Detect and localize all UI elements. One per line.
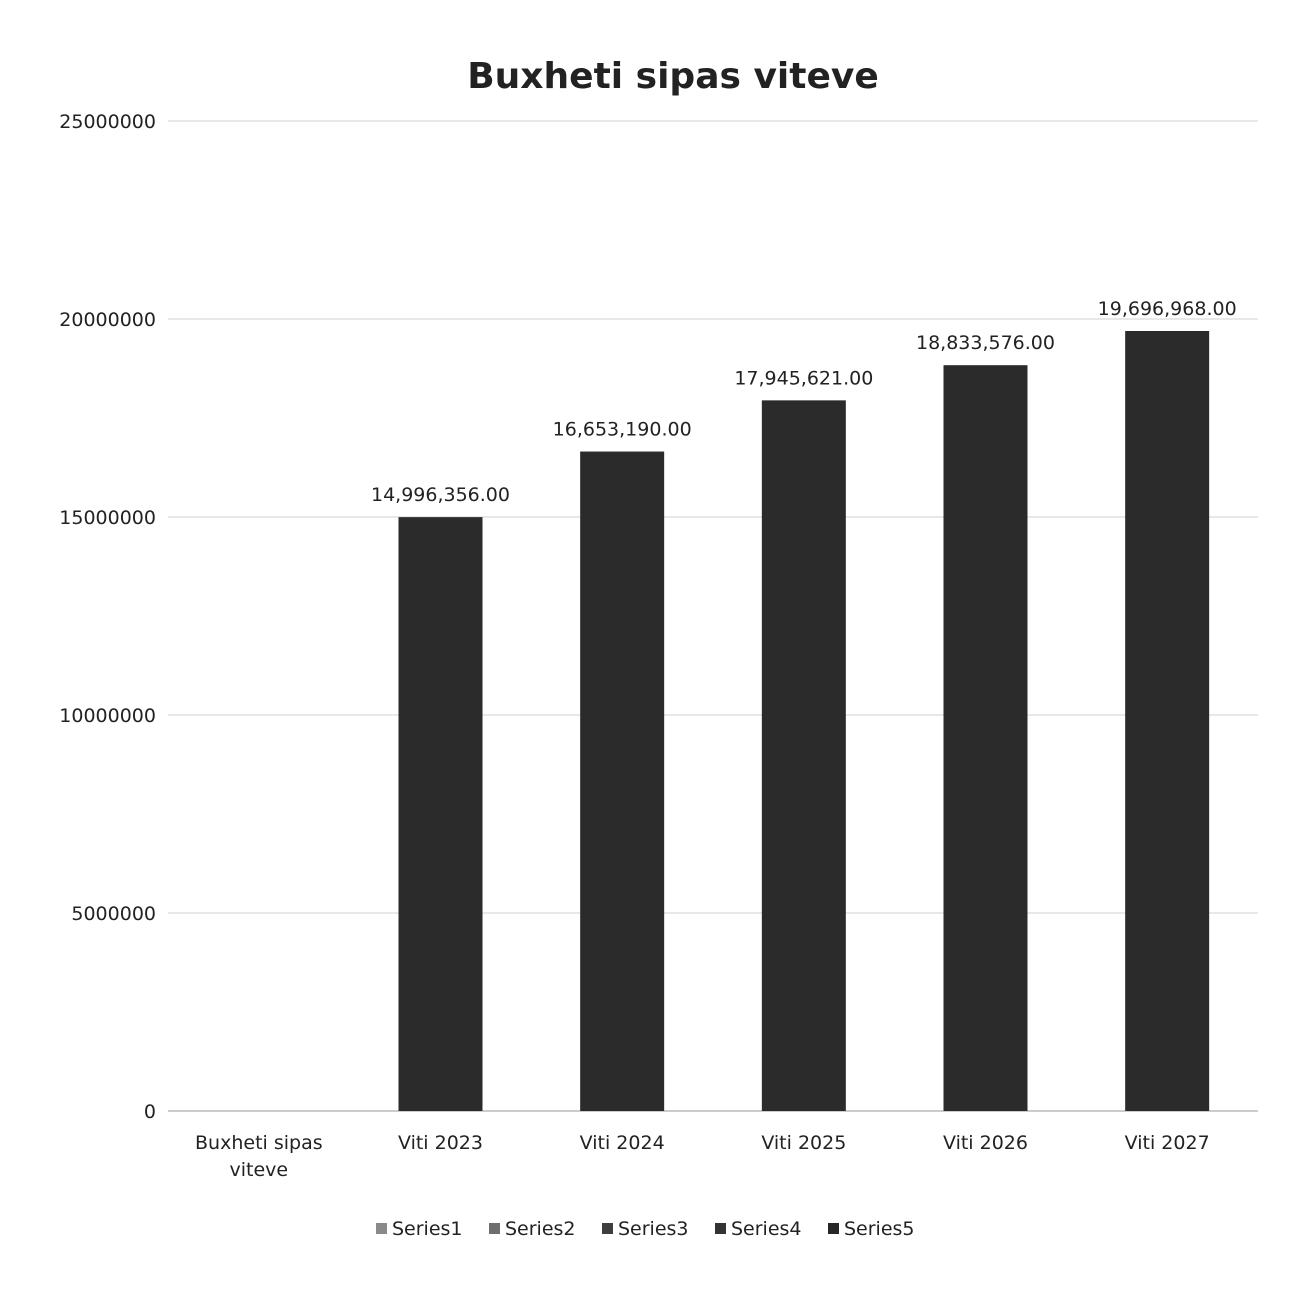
data-label: 16,653,190.00: [553, 419, 692, 441]
bar: [761, 400, 846, 1111]
y-tick-label: 10000000: [59, 705, 156, 727]
y-tick-label: 15000000: [59, 507, 156, 529]
bar: [943, 365, 1028, 1111]
legend-swatch: [715, 1223, 726, 1234]
data-label: 17,945,621.00: [734, 367, 873, 389]
legend-label: Series3: [618, 1218, 689, 1240]
legend-label: Series1: [392, 1218, 463, 1240]
data-label: 14,996,356.00: [371, 484, 510, 506]
chart-title: Buxheti sipas viteve: [467, 56, 879, 97]
legend-label: Series2: [505, 1218, 576, 1240]
category-label: Viti 2025: [761, 1132, 846, 1154]
category-label: Viti 2027: [1125, 1132, 1210, 1154]
category-label: Viti 2024: [580, 1132, 665, 1154]
bar-chart: Buxheti sipas viteve 0 5000000 10000000 150…: [59, 56, 1258, 1240]
y-tick-label: 20000000: [59, 309, 156, 331]
y-axis-ticks: 0 5000000 10000000 15000000 20000000 25000000: [59, 111, 156, 1123]
bar: [1125, 331, 1210, 1111]
category-label: Buxheti sipas viteve: [195, 1132, 323, 1181]
bar: [580, 451, 665, 1111]
chart-frame: Buxheti sipas viteve 0 5000000 10000000 150…: [8, 6, 1298, 1282]
legend-swatch: [376, 1223, 387, 1234]
category-label: Viti 2023: [398, 1132, 483, 1154]
bar: [398, 517, 483, 1111]
legend-label: Series5: [844, 1218, 915, 1240]
legend-label: Series4: [731, 1218, 802, 1240]
legend-swatch: [489, 1223, 500, 1234]
x-axis-categories: Buxheti sipas viteve Viti 2023 Viti 2024 Vit…: [195, 1132, 1210, 1181]
legend-swatch: [828, 1223, 839, 1234]
legend: Series1 Series2 Series3 Series4 Series5: [376, 1218, 915, 1240]
gridlines: [168, 120, 1258, 1112]
y-tick-label: 5000000: [71, 903, 156, 925]
bars: [398, 331, 1210, 1111]
category-label: Viti 2026: [943, 1132, 1028, 1154]
legend-swatch: [602, 1223, 613, 1234]
y-tick-label: 0: [144, 1101, 156, 1123]
data-label: 18,833,576.00: [916, 332, 1055, 354]
data-labels: 14,996,356.00 16,653,190.00 17,945,621.00 1…: [371, 298, 1237, 506]
data-label: 19,696,968.00: [1098, 298, 1237, 320]
y-tick-label: 25000000: [59, 111, 156, 133]
